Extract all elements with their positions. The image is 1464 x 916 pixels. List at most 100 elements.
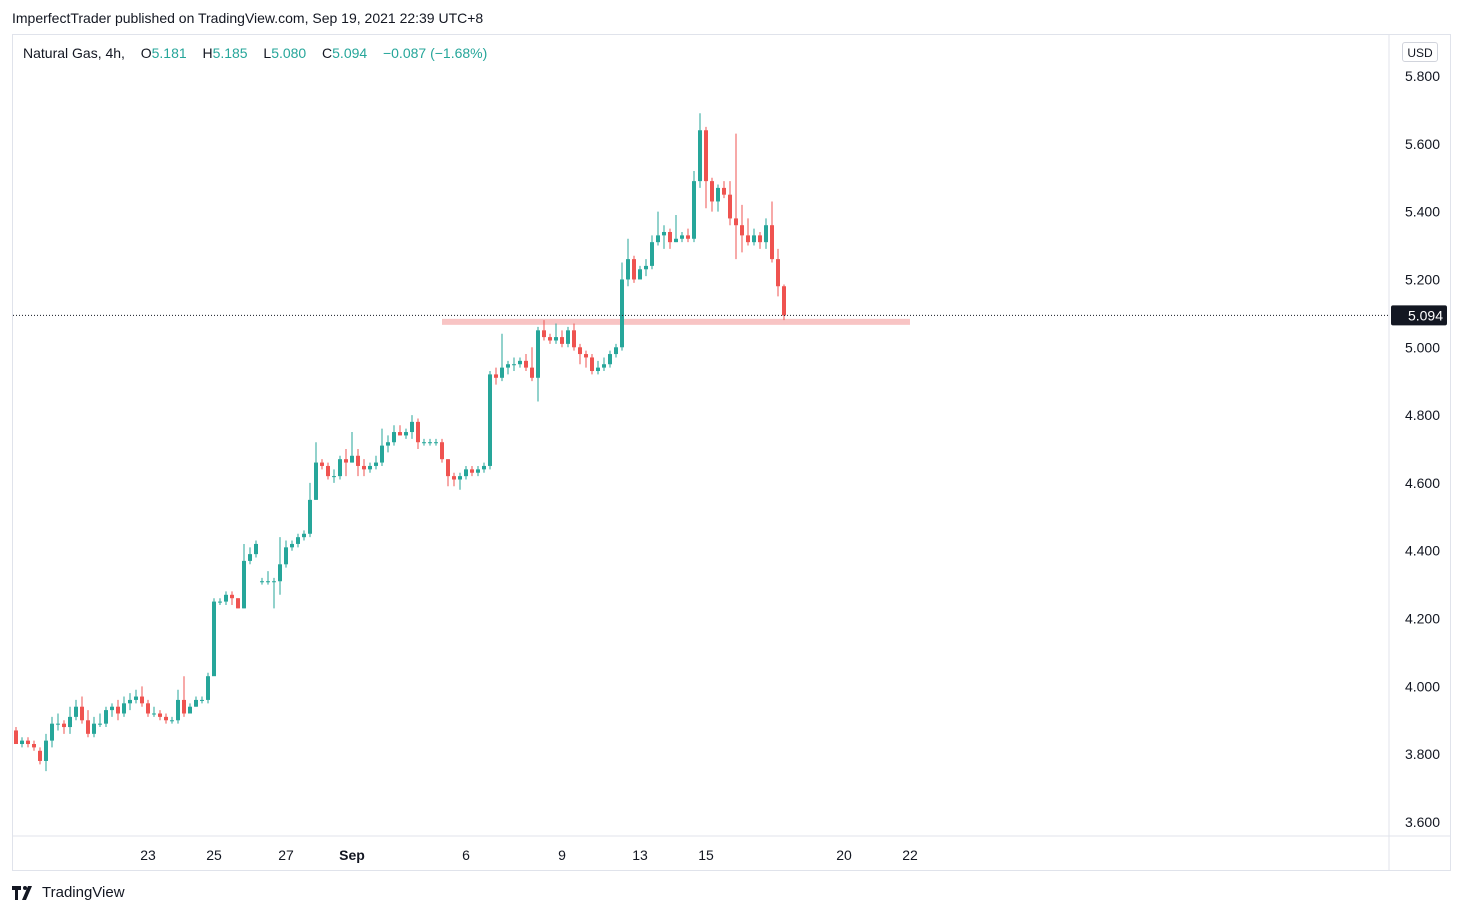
chart-frame (12, 34, 1451, 871)
candle-body (122, 703, 126, 714)
candle-body (590, 357, 594, 372)
currency-button[interactable]: USD (1402, 42, 1438, 62)
y-tick-label: 5.600 (1405, 136, 1440, 152)
candle-body (104, 710, 108, 724)
candle-body (650, 242, 654, 266)
candle-body (50, 723, 54, 741)
candle-body (38, 750, 42, 761)
candle-body (380, 445, 384, 463)
candle-body (560, 337, 564, 344)
candle-body (512, 364, 516, 366)
candle-body (662, 231, 666, 236)
support-zone (442, 318, 910, 325)
candle-body (608, 354, 612, 365)
candle-body (434, 442, 438, 444)
candle-body (14, 730, 18, 745)
candle-body (728, 194, 732, 219)
candle-body (368, 465, 372, 470)
candle-body (170, 720, 174, 722)
candle-body (146, 703, 150, 714)
candle-body (536, 330, 540, 378)
candle-body (716, 187, 720, 202)
candle-body (530, 367, 534, 378)
candle-body (740, 225, 744, 236)
candle-body (494, 374, 498, 378)
candle-body (194, 699, 198, 707)
candle-body (158, 713, 162, 717)
candle-body (482, 465, 486, 470)
candle-body (74, 706, 78, 717)
candle-body (758, 235, 762, 243)
candle-body (680, 235, 684, 239)
candle-body (278, 564, 282, 582)
candle-body (734, 218, 738, 226)
candle-body (44, 740, 48, 761)
candle-body (392, 432, 396, 443)
candle-body (764, 225, 768, 243)
symbol-label: Natural Gas, 4h, (23, 45, 125, 61)
candle-body (266, 581, 270, 583)
candle-body (272, 581, 276, 583)
candle-body (68, 716, 72, 728)
candle-body (206, 676, 210, 700)
candle-body (542, 330, 546, 338)
candle-body (686, 235, 690, 239)
change-value: −0.087 (−1.68%) (382, 45, 488, 61)
current-price-label-bg (1391, 305, 1447, 326)
candle-body (296, 537, 300, 544)
candle-body (620, 279, 624, 348)
candle-body (674, 238, 678, 243)
x-tick-label: 20 (836, 847, 852, 863)
candle-body (500, 367, 504, 378)
candle-body (260, 581, 264, 583)
candle-body (704, 130, 708, 182)
candle-body (230, 594, 234, 599)
y-tick-label: 5.000 (1405, 339, 1440, 355)
candle-body (524, 360, 528, 368)
y-tick-label: 3.600 (1405, 814, 1440, 830)
open-label: O (140, 45, 152, 61)
y-tick-label: 4.200 (1405, 611, 1440, 627)
high-value: 5.185 (212, 45, 248, 61)
candle-body (176, 699, 180, 721)
candle-body (320, 462, 324, 466)
candle-body (140, 696, 144, 704)
candles (14, 113, 786, 772)
candle-body (584, 354, 588, 358)
candle-body (254, 543, 258, 555)
candle-body (464, 469, 468, 477)
candle-body (638, 269, 642, 280)
candle-body (236, 598, 240, 609)
candle-body (506, 364, 510, 368)
candle-body (308, 499, 312, 534)
x-tick-label: 25 (206, 847, 222, 863)
candle-body (92, 723, 96, 734)
brand-footer: TradingView (12, 884, 125, 901)
candle-body (290, 543, 294, 548)
candle-body (242, 560, 246, 609)
x-tick-label: Sep (339, 847, 365, 863)
x-tick-label: 23 (140, 847, 156, 863)
y-tick-label: 4.000 (1405, 678, 1440, 694)
candle-body (710, 181, 714, 202)
open-value: 5.181 (151, 45, 187, 61)
candle-body (644, 265, 648, 270)
candle-body (152, 713, 156, 715)
candle-body (386, 442, 390, 446)
y-tick-label: 4.800 (1405, 407, 1440, 423)
candle-body (422, 442, 426, 444)
candle-body (20, 740, 24, 745)
candle-body (404, 432, 408, 436)
x-tick-label: 9 (558, 847, 566, 863)
candle-body (56, 723, 60, 725)
candle-body (614, 347, 618, 355)
candle-body (458, 476, 462, 480)
candle-body (746, 235, 750, 243)
candle-body (332, 476, 336, 478)
candle-body (668, 231, 672, 243)
x-tick-label: 22 (902, 847, 918, 863)
candle-body (626, 259, 630, 280)
candle-body (284, 547, 288, 565)
x-tick-label: 13 (632, 847, 648, 863)
